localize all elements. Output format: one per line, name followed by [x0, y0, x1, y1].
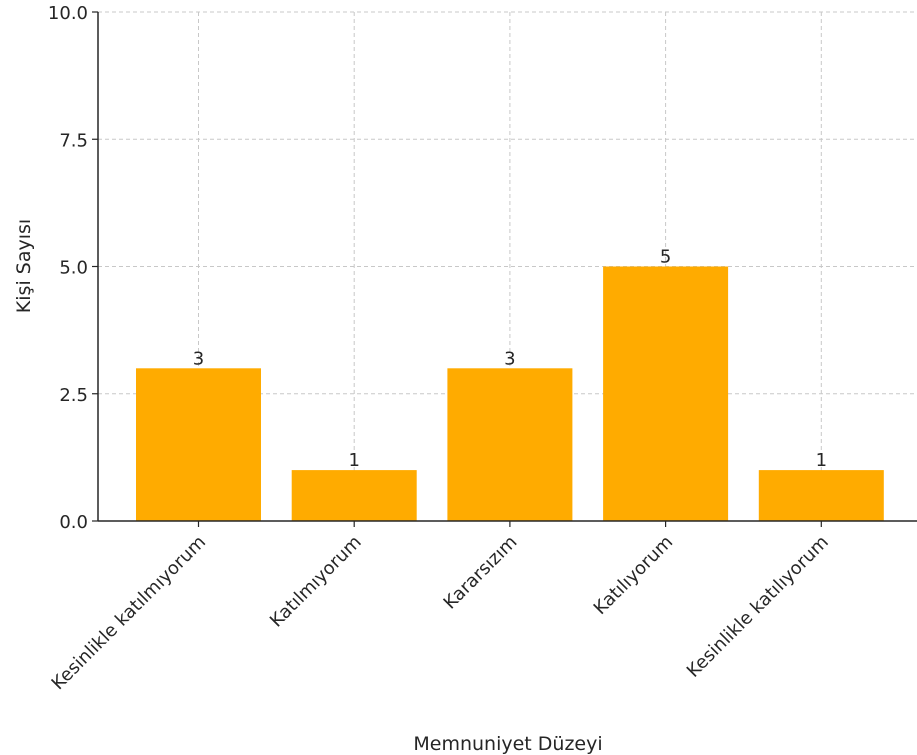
bars	[136, 266, 884, 521]
bar-value-label: 1	[816, 450, 827, 471]
bar	[136, 368, 261, 521]
y-tick-label: 7.5	[59, 130, 88, 151]
bar-value-label: 1	[348, 450, 359, 471]
y-axis-title: Kişi Sayısı	[13, 219, 35, 313]
x-tick-label: Katılmıyorum	[266, 532, 366, 632]
x-axis-title: Memnuniyet Düzeyi	[413, 733, 602, 755]
y-ticks: 0.0 2.5 5.0 7.5 10.0	[48, 3, 98, 533]
y-tick-label: 0.0	[59, 512, 88, 533]
y-tick-label: 2.5	[59, 385, 88, 406]
bar	[291, 470, 417, 521]
value-labels: 3 1 3 5 1	[193, 247, 827, 472]
bar-value-label: 3	[193, 348, 204, 369]
x-tick-label: Kararsızım	[440, 532, 522, 614]
x-tick-label: Katılıyorum	[590, 532, 677, 619]
y-tick-label: 5.0	[59, 258, 88, 279]
y-tick-label: 10.0	[48, 3, 88, 24]
x-tick-label: Kesinlikle katılmıyorum	[48, 532, 210, 694]
bar	[447, 368, 573, 521]
bar	[758, 470, 884, 521]
x-ticks: Kesinlikle katılmıyorum Katılmıyorum Karar…	[48, 521, 833, 694]
x-tick-label: Kesinlikle katılıyorum	[683, 532, 833, 682]
bar	[603, 266, 729, 521]
bar-value-label: 5	[660, 247, 671, 268]
bar-value-label: 3	[504, 348, 515, 369]
